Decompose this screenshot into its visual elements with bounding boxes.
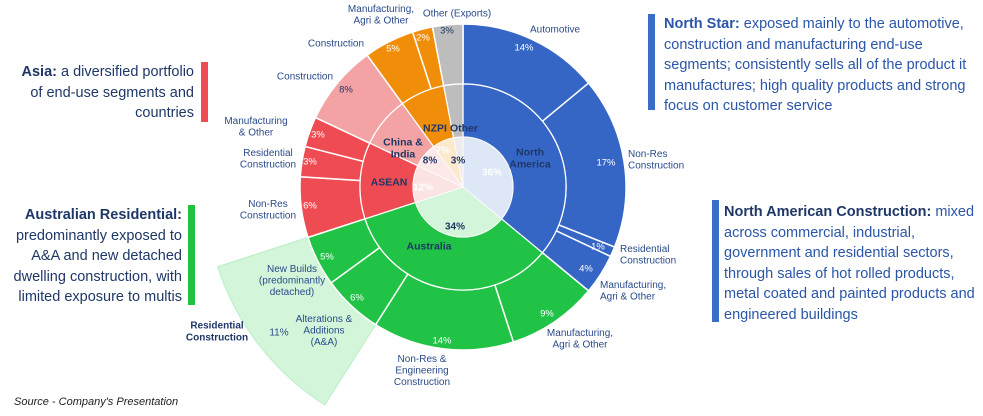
inner-value-north-america: 36% — [482, 168, 502, 179]
inner-value-china-india: 8% — [423, 156, 438, 167]
outer-label-au-alterations: Alterations & Additions (A&A) — [296, 314, 353, 348]
outer-label-au-newbuilds: New Builds (predominantly detached) — [259, 264, 325, 298]
north-star-callout-text: exposed mainly to the automotive, constr… — [664, 16, 967, 114]
outer-value-au-alterations: 6% — [350, 293, 364, 304]
chart-labels: 36%34%12%8%7%3%North AmericaAustraliaASEA… — [186, 4, 684, 388]
north-american-construction-callout: North American Construction: mixed acros… — [724, 202, 980, 325]
outer-value-asean-nonres: 6% — [303, 201, 317, 212]
region-label-asean: ASEAN — [371, 177, 408, 189]
inner-value-asean: 12% — [413, 183, 433, 194]
outer-value-na-residential: 1% — [591, 242, 605, 253]
outer-label-asean-manufacturing: Manufacturing & Other — [224, 116, 287, 139]
outer-ring — [299, 23, 627, 351]
outer-label-asean-residential: Residential Construction — [240, 148, 296, 171]
inner-ring — [359, 83, 567, 291]
outer-label-ci-construction: Construction — [277, 72, 333, 83]
outer-label-na-manufacturing: Manufacturing, Agri & Other — [600, 280, 666, 303]
inner-value-nzpi: 7% — [436, 146, 451, 157]
outer-label-na-automotive: Automotive — [530, 25, 580, 36]
region-label-other: Other — [450, 123, 478, 135]
outer-value-nzpi-manufacturing: 2% — [416, 33, 430, 44]
north-american-construction-callout-text: mixed across commercial, industrial, gov… — [724, 204, 975, 323]
asia-callout-text: a diversified portfolio of end-use segme… — [30, 64, 194, 121]
australian-residential-callout-bar — [188, 205, 195, 305]
outer-label-nzpi-construction: Construction — [308, 39, 364, 50]
outer-value-asean-residential: 3% — [303, 157, 317, 168]
region-label-australia: Australia — [407, 241, 452, 253]
region-label-north-america: North America — [509, 147, 551, 171]
asia-callout-title: Asia: — [21, 64, 57, 80]
outer-label-au-manufacturing: Manufacturing, Agri & Other — [547, 328, 613, 351]
inner-value-australia: 34% — [445, 222, 465, 233]
australian-residential-callout: Australian Residential: predominantly ex… — [2, 205, 182, 308]
outer-value-au-manufacturing: 9% — [540, 309, 554, 320]
residential-callout-label: Residential Construction — [186, 321, 248, 344]
outer-value-ci-construction: 8% — [339, 85, 353, 96]
outer-label-na-nonres: Non-Res Construction — [628, 149, 684, 172]
outer-value-na-nonres: 17% — [596, 158, 616, 169]
outer-value-na-manufacturing: 4% — [579, 264, 593, 275]
region-label-nzpi: NZPI — [423, 123, 447, 135]
outer-label-au-nonres: Non-Res & Engineering Construction — [394, 354, 450, 388]
outer-value-nzpi-construction: 5% — [386, 44, 400, 55]
asia-callout: Asia: a diversified portfolio of end-use… — [6, 62, 194, 124]
outer-value-asean-manufacturing: 3% — [311, 130, 325, 141]
residential-callout-value: 11% — [269, 328, 288, 339]
north-american-construction-callout-bar — [712, 200, 719, 322]
outer-value-au-newbuilds: 5% — [320, 252, 334, 263]
north-star-callout-title: North Star: — [664, 16, 740, 32]
australian-residential-callout-text: predominantly exposed to A&A and new det… — [13, 227, 182, 306]
outer-label-nzpi-manufacturing: Manufacturing, Agri & Other — [348, 4, 414, 27]
outer-value-au-nonres: 14% — [432, 336, 452, 347]
region-label-china-india: China & India — [383, 137, 423, 161]
north-star-callout: North Star: exposed mainly to the automo… — [664, 14, 982, 117]
center-hole — [412, 136, 514, 238]
outer-label-na-residential: Residential Construction — [620, 244, 676, 267]
north-star-callout-bar — [648, 14, 655, 110]
outer-value-other-exports: 3% — [440, 26, 454, 37]
outer-label-asean-nonres: Non-Res Construction — [240, 199, 296, 222]
outer-label-other-exports: Other (Exports) — [423, 9, 491, 20]
hole-sector-other — [453, 136, 464, 188]
outer-value-na-automotive: 14% — [514, 43, 534, 54]
source-note: Source - Company's Presentation — [14, 396, 179, 408]
north-american-construction-callout-title: North American Construction: — [724, 204, 932, 220]
asia-callout-bar — [201, 62, 208, 122]
australian-residential-callout-title: Australian Residential: — [24, 207, 182, 223]
inner-value-other: 3% — [451, 156, 466, 167]
